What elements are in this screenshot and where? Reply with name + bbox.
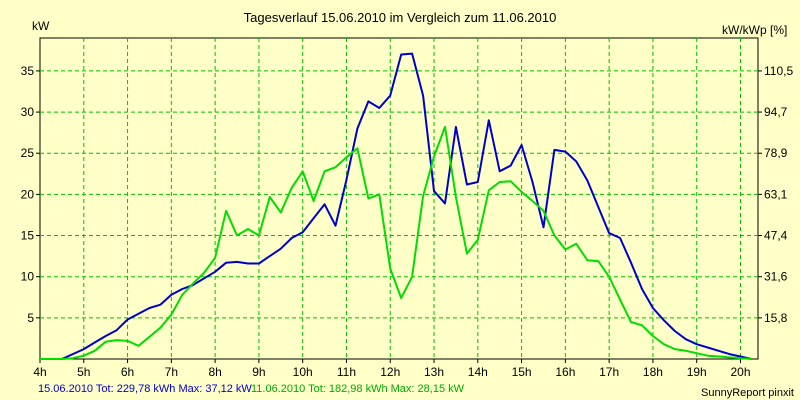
y-tick-label: 25	[21, 146, 35, 160]
y2-tick-label: 31,6	[764, 270, 788, 284]
x-tick-label: 4h	[33, 365, 46, 379]
y-tick-label: 10	[21, 270, 35, 284]
plot-frame	[39, 37, 759, 360]
series-line-2	[40, 125, 752, 360]
plot-area	[39, 37, 759, 360]
y2-tick-label: 15,8	[764, 311, 788, 325]
series-group	[40, 52, 752, 360]
x-tick-label: 10h	[293, 365, 313, 379]
y2-axis-label: kW/kWp [%]	[722, 23, 787, 37]
y-tick-label: 15	[21, 229, 35, 243]
y2-tick-label: 110,5	[764, 64, 793, 78]
x-tick-label: 16h	[555, 365, 575, 379]
y-tick-label: 30	[21, 105, 35, 119]
y2-axis-ticks: 15,8 31,6 47,4 63,1 78,9 94,7 110,5	[758, 64, 793, 325]
y-axis-label: kW	[32, 19, 50, 33]
x-tick-label: 5h	[77, 365, 90, 379]
x-tick-label: 7h	[165, 365, 178, 379]
x-axis-ticks: 4h 5h 6h 7h 8h 9h 10h 11h 12h 13h 14h 15h 16h 17h 18h 1…	[33, 359, 751, 379]
x-tick-label: 9h	[252, 365, 265, 379]
legend-entry-1: 15.06.2010 Tot: 229,78 kWh Max: 37,12 kW	[38, 383, 252, 395]
series-line-1	[40, 52, 752, 360]
y2-tick-label: 78,9	[764, 146, 788, 160]
x-tick-label: 17h	[599, 365, 619, 379]
x-tick-label: 11h	[337, 365, 356, 379]
y2-tick-label: 94,7	[764, 105, 788, 119]
x-tick-label: 18h	[643, 365, 663, 379]
x-tick-label: 8h	[208, 365, 221, 379]
y2-tick-label: 47,4	[764, 229, 788, 243]
y-tick-label: 20	[21, 187, 35, 201]
y-tick-label: 35	[21, 64, 35, 78]
x-tick-label: 12h	[380, 365, 400, 379]
x-tick-label: 20h	[730, 365, 750, 379]
legend-entry-2: 11.06.2010 Tot: 182,98 kWh Max: 28,15 kW	[251, 383, 465, 395]
x-tick-label: 13h	[424, 365, 444, 379]
footer-credit: SunnyReport pinxit	[701, 387, 794, 399]
y2-tick-label: 63,1	[764, 187, 788, 201]
x-tick-label: 15h	[512, 365, 532, 379]
x-tick-label: 6h	[121, 365, 134, 379]
x-tick-label: 14h	[468, 365, 488, 379]
y-axis-ticks: 5 10 15 20 25 30 35	[21, 64, 40, 325]
x-tick-label: 19h	[687, 365, 707, 379]
chart-title: Tagesverlauf 15.06.2010 im Vergleich zum…	[244, 10, 557, 25]
y-tick-label: 5	[27, 311, 34, 325]
